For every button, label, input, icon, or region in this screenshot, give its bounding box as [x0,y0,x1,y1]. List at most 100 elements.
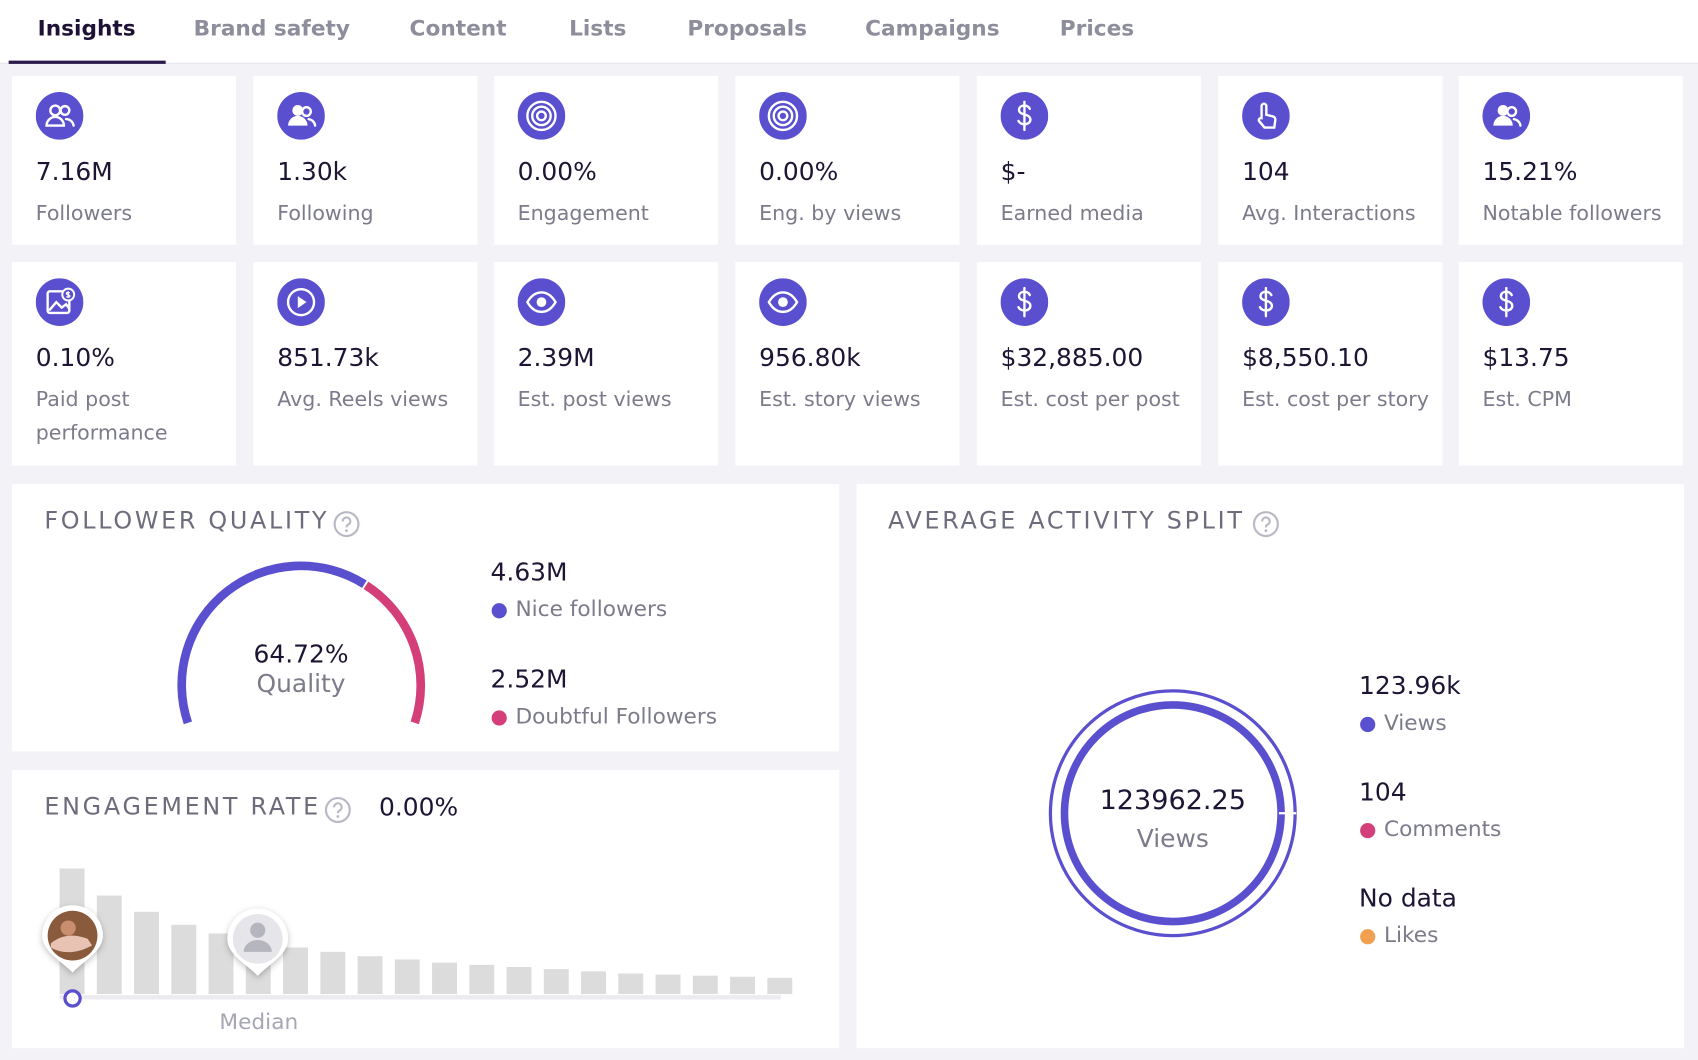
stat-value: $32,885.00 [1000,344,1144,373]
stat-label: Est. cost per post [1000,387,1180,412]
legend-dot [1360,929,1376,945]
distribution-bar [692,975,718,995]
stat-card: 0.00% Engagement [493,75,718,245]
stat-card: $13.75 Est. CPM [1458,262,1683,466]
distribution-bar [506,967,532,995]
legend-dot [1360,823,1376,839]
stat-value: 2.39M [517,344,595,373]
stat-label: Earned media [1000,201,1144,226]
stat-icon [35,278,84,326]
stat-icon [35,92,84,140]
legend-value: 123.96k [1359,672,1461,701]
distribution-bar [394,959,420,995]
stat-card: $- Earned media [976,75,1201,245]
profile-pin [42,905,103,973]
stat-card: 0.00% Eng. by views [735,75,960,245]
stat-card: $32,885.00 Est. cost per post [976,262,1201,466]
center-label: Views [1136,825,1209,854]
stat-label: Est. CPM [1482,387,1572,412]
stat-card: 956.80k Est. story views [735,262,960,466]
tab-bar: Insights Brand safety Content Lists Proposal… [0,0,1698,64]
activity-split-card: AVERAGE ACTIVITY SPLIT 123962.25 Views 1… [856,484,1684,1049]
legend-value: 4.63M [490,558,568,587]
engagement-value: 0.00% [379,793,459,822]
follower-quality-card: FOLLOWER QUALITY 64.72% Quality 4.63M Nic… [11,484,840,752]
quality-gauge [177,561,426,725]
tab[interactable]: Prices [1059,15,1135,42]
tab[interactable]: Insights [37,15,136,42]
distribution-bar [432,962,457,995]
stat-label: Eng. by views [759,201,902,226]
stat-label: Notable followers [1482,201,1662,226]
distribution-bar [618,973,644,995]
legend-dot [1360,716,1376,733]
stat-card: 851.73k Avg. Reels views [253,262,478,466]
tab[interactable]: Brand safety [193,15,350,42]
legend-value: 104 [1359,778,1407,807]
help-icon[interactable] [1252,510,1280,538]
stat-value: 0.10% [35,344,115,373]
distribution-bar [655,974,681,995]
stat-icon [517,92,566,140]
stat-icon [759,278,807,326]
quality-label: Quality [256,670,346,699]
stat-card: 7.16M Followers [11,75,237,245]
stat-label: Est. story views [759,387,921,412]
tab[interactable]: Campaigns [865,15,1000,42]
stat-label: Engagement [517,201,649,226]
stat-card: $8,550.10 Est. cost per story [1218,262,1443,466]
median-label: Median [219,1008,299,1035]
section-title: FOLLOWER QUALITY [44,507,330,535]
stat-value: 7.16M [35,158,113,187]
stat-label: Est. post views [517,387,672,412]
stat-label: Est. cost per story [1242,387,1429,412]
gauge-nice [177,561,367,725]
stat-card: 15.21% Notable followers [1458,75,1683,245]
distribution [42,868,793,1008]
distribution-bar [357,956,383,995]
center-value: 123962.25 [1099,784,1246,816]
distribution-bar [320,951,346,995]
stat-card: 0.10% Paid post performance [11,262,237,466]
gauge-doubtful [363,581,426,725]
tab[interactable]: Content [409,15,507,42]
stat-icon [1000,278,1049,326]
distribution-bar [283,947,308,995]
legend-label: Views [1383,709,1447,736]
stat-value: 1.30k [277,158,348,187]
engagement-rate-card: ENGAGEMENT RATE 0.00% Median [11,769,840,1049]
stat-value: 0.00% [759,158,839,187]
stat-value: 851.73k [277,344,379,373]
stat-label: Avg. Reels views [277,387,449,412]
stat-icon [1242,278,1290,326]
distribution-bar [171,924,197,995]
distribution-bar [469,964,495,995]
help-icon[interactable] [324,796,352,824]
stat-value: $- [1000,158,1026,187]
stat-icon [1482,92,1531,140]
stat-icon [277,278,325,326]
legend-value: 2.52M [490,665,568,695]
stat-icon [1482,278,1531,326]
stat-value: 0.00% [517,158,597,187]
legend-label: Doubtful Followers [515,702,718,729]
legend-label: Comments [1383,815,1502,842]
stat-value: 15.21% [1482,158,1578,187]
stat-label: Avg. Interactions [1242,201,1416,226]
median-marker [63,989,82,1008]
active-tab-indicator [8,60,166,64]
help-icon[interactable] [332,510,360,538]
tab[interactable]: Lists [569,15,627,42]
distribution-bar [543,969,569,995]
stat-card: 1.30k Following [253,75,478,245]
stat-icon [517,278,566,326]
profile-pin [227,908,289,976]
stat-label: Following [277,201,374,226]
activity-ring [1048,689,1297,938]
tab[interactable]: Proposals [687,15,808,42]
stat-label: Paid post performance [35,387,168,446]
quality-value: 64.72% [253,641,349,670]
legend-label: Likes [1383,921,1439,948]
stat-icon [1242,92,1290,140]
